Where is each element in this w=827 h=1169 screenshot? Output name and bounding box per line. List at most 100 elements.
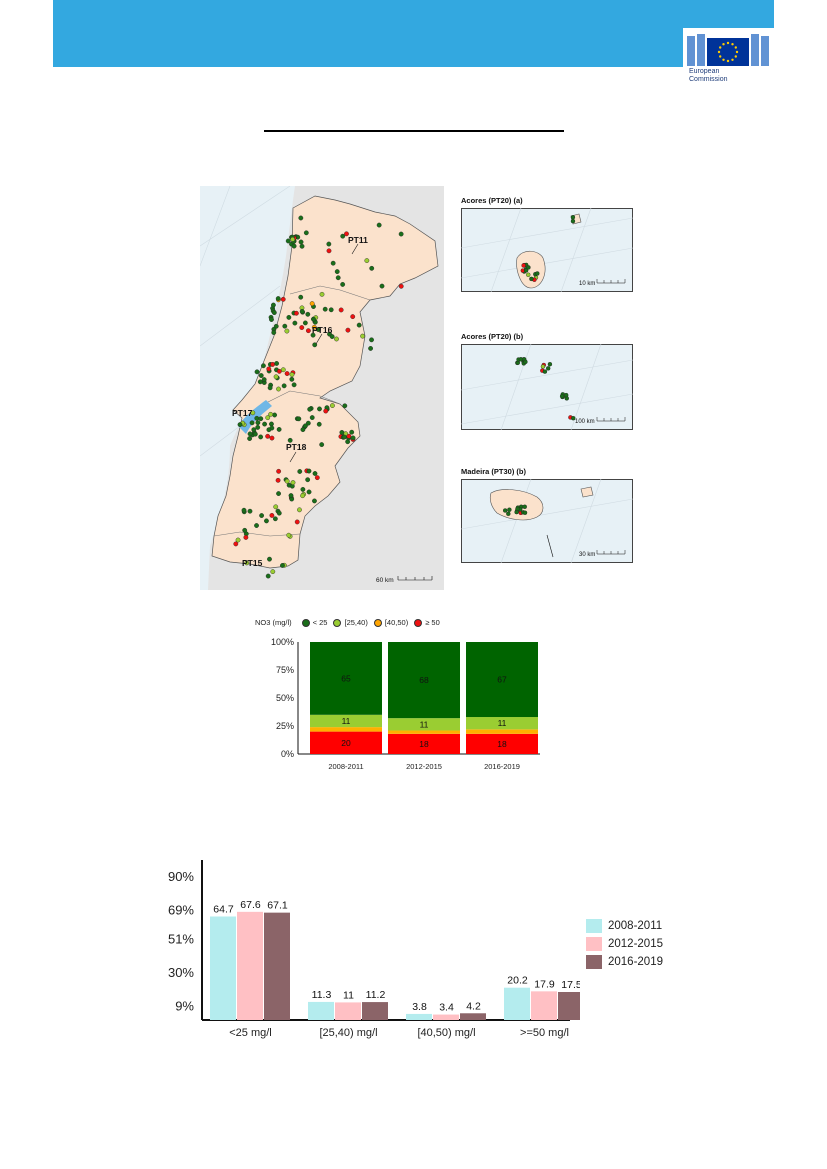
- station-dot: [319, 291, 325, 297]
- stack-segment: [310, 714, 382, 728]
- eu-star-icon: [731, 43, 734, 46]
- logo-line1: European: [689, 68, 720, 75]
- portugal-map: PT11 PT16 PT17 PT18 PT15 60 km: [200, 186, 444, 590]
- segment-label: 65: [341, 673, 351, 683]
- stack-segment: [388, 642, 460, 719]
- station-dot: [271, 302, 276, 308]
- map-scale-label: 60 km: [376, 577, 394, 584]
- x-tick-label: 2016-2019: [484, 762, 520, 771]
- bar-chart-legend: 2008-2011 2012-2015 2016-2019: [586, 917, 663, 971]
- station-dot: [515, 506, 520, 512]
- y-tick-label: 25%: [276, 721, 294, 731]
- y-tick-label: 51%: [168, 931, 194, 946]
- bar: [264, 912, 290, 1020]
- station-dot: [292, 320, 298, 326]
- station-dot: [571, 415, 576, 421]
- station-dot: [522, 510, 528, 515]
- station-dot: [290, 236, 296, 242]
- station-dot: [258, 416, 264, 422]
- station-dot: [535, 271, 540, 276]
- station-dot: [338, 307, 344, 313]
- station-dot: [272, 412, 278, 418]
- station-dot: [330, 260, 336, 266]
- header-banner: [53, 0, 774, 67]
- region-label-pt11: PT11: [348, 235, 368, 245]
- legend-item: 2008-2011: [586, 917, 663, 935]
- eu-star-icon: [717, 50, 721, 54]
- station-dot: [265, 573, 271, 579]
- bar-value-label: 11: [343, 989, 354, 1001]
- station-dot: [360, 333, 365, 339]
- station-dot: [344, 231, 349, 237]
- european-commission-logo: [683, 28, 775, 90]
- station-dot: [274, 361, 280, 366]
- station-dot: [276, 491, 281, 496]
- legend-item-label: 2012-2015: [608, 938, 663, 950]
- portugal-land: [211, 195, 439, 569]
- segment-label: 20: [341, 738, 351, 748]
- station-dot: [398, 231, 404, 237]
- stack-segment: [310, 731, 382, 754]
- station-dot: [289, 376, 295, 382]
- station-dot: [284, 328, 290, 334]
- station-dot: [306, 489, 312, 495]
- station-dot: [291, 243, 297, 249]
- station-dot: [273, 374, 279, 380]
- station-dot: [247, 431, 253, 437]
- station-dot: [356, 322, 362, 328]
- bar: [558, 992, 580, 1020]
- station-dot: [243, 535, 249, 540]
- station-dot: [257, 379, 263, 385]
- station-dot: [570, 215, 576, 220]
- station-dot: [270, 569, 276, 575]
- legend-dot-icon: [414, 618, 423, 627]
- legend-item-label: 2016-2019: [608, 956, 663, 968]
- station-dot: [276, 386, 281, 392]
- station-dot: [506, 511, 511, 517]
- station-dot: [307, 406, 313, 412]
- inset-scale-label: 30 km: [579, 552, 595, 558]
- station-dot: [316, 421, 322, 427]
- eu-star-icon: [726, 59, 730, 63]
- bar-value-label: 11.2: [366, 989, 386, 1001]
- bar-value-label: 3.8: [412, 1001, 427, 1013]
- station-dot: [275, 296, 281, 301]
- station-dot: [522, 504, 527, 509]
- eu-star-icon: [731, 58, 734, 61]
- station-dot: [312, 498, 317, 504]
- station-dot: [294, 519, 300, 525]
- segment-label: 68: [419, 675, 429, 685]
- bar: [362, 1002, 388, 1020]
- station-dot: [330, 403, 335, 408]
- station-dot: [306, 468, 312, 474]
- station-dot: [322, 306, 328, 312]
- eu-star-icon: [734, 46, 737, 49]
- station-dot: [281, 383, 287, 389]
- y-tick-label: 9%: [175, 999, 194, 1014]
- x-tick-label: >=50 mg/l: [520, 1027, 569, 1039]
- station-dot: [329, 334, 335, 339]
- inset-map: 30 km: [461, 479, 633, 563]
- station-dot: [379, 283, 385, 289]
- station-dot: [323, 408, 329, 414]
- stack-segment: [388, 733, 460, 754]
- station-dot: [518, 357, 524, 362]
- station-dot: [312, 342, 318, 348]
- station-dot: [247, 436, 253, 441]
- station-dot: [334, 336, 339, 342]
- eu-star-icon: [722, 43, 725, 46]
- station-dot: [276, 368, 282, 374]
- y-tick-label: 90%: [168, 869, 194, 884]
- station-dot: [299, 243, 305, 249]
- station-dot: [305, 311, 311, 317]
- segment-label: 18: [419, 739, 429, 749]
- station-dot: [268, 411, 274, 417]
- y-tick-label: 30%: [168, 965, 194, 980]
- station-dot: [269, 435, 275, 441]
- stack-segment: [466, 733, 538, 754]
- station-dot: [244, 560, 250, 566]
- station-dot: [376, 222, 382, 228]
- sea-area: [200, 186, 295, 590]
- station-dot: [570, 218, 576, 224]
- segment-label: 11: [498, 718, 507, 728]
